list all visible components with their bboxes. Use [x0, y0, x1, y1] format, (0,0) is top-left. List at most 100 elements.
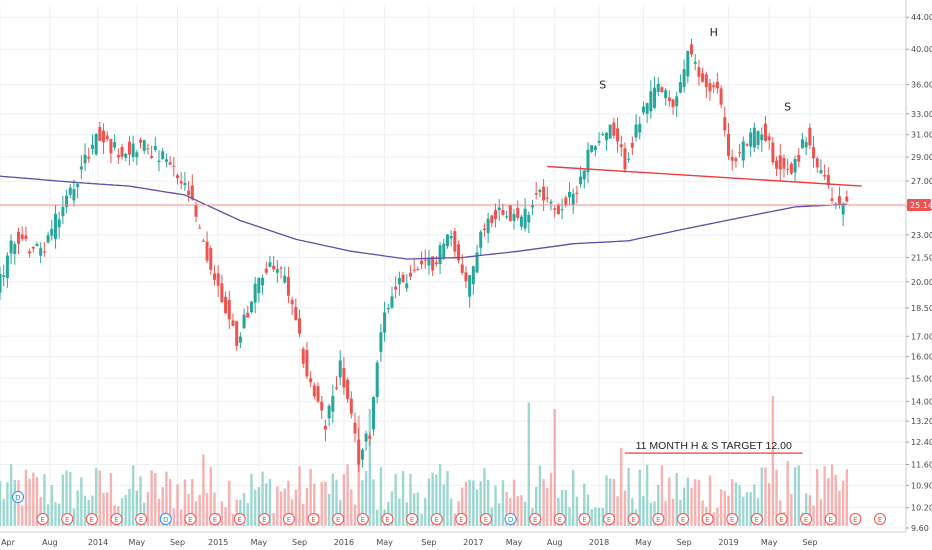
- volume-bar: [583, 483, 586, 526]
- candle-body: [42, 251, 46, 253]
- volume-bar: [364, 470, 368, 526]
- volume-bar: [823, 466, 826, 526]
- candle-body: [65, 195, 69, 208]
- volume-bar: [32, 472, 35, 526]
- candle-body: [416, 269, 420, 271]
- volume-bar: [83, 495, 87, 526]
- candle-body: [135, 152, 139, 157]
- candle-body: [523, 208, 527, 229]
- event-marker-label: E: [779, 516, 783, 524]
- candle-body: [212, 273, 216, 280]
- volume-bar: [775, 469, 778, 526]
- volume-bar: [468, 479, 471, 526]
- volume-bar: [453, 513, 457, 526]
- candle-body: [353, 422, 357, 434]
- pattern-annotation: H: [710, 26, 718, 39]
- candle-body: [797, 155, 801, 162]
- event-marker-label: E: [631, 516, 635, 524]
- volume-bar: [608, 478, 612, 526]
- event-marker: [110, 513, 123, 525]
- volume-bar: [827, 478, 830, 526]
- candle-body: [431, 256, 435, 271]
- candle-body: [556, 205, 560, 215]
- candle-body: [383, 312, 387, 333]
- volume-bar: [94, 468, 98, 526]
- candle-body: [653, 87, 657, 108]
- volume-bar: [461, 487, 464, 526]
- volume-bar: [394, 473, 397, 526]
- candle-body: [224, 296, 228, 314]
- x-tick-label: May: [376, 538, 393, 547]
- event-marker-label: E: [607, 516, 611, 524]
- candle-body: [608, 124, 612, 139]
- volume-bar: [483, 468, 486, 526]
- candle-body: [837, 196, 841, 205]
- candle-body: [815, 158, 819, 168]
- candle-body: [656, 84, 660, 92]
- candle-body: [375, 362, 379, 398]
- candle-body: [730, 157, 734, 161]
- event-marker-label: E: [459, 516, 463, 524]
- volume-bar: [161, 487, 164, 526]
- candle-body: [775, 160, 779, 169]
- volume-bar: [431, 472, 434, 526]
- volume-bar: [24, 469, 28, 526]
- volume-bar: [287, 480, 290, 526]
- candle-body: [664, 90, 668, 99]
- candle-body: [715, 81, 719, 89]
- event-marker: [282, 513, 295, 525]
- volume-bar: [771, 396, 775, 526]
- candle-body: [124, 154, 128, 158]
- volume-bar: [668, 477, 671, 526]
- candle-body: [675, 96, 679, 107]
- volume-bar: [568, 507, 571, 526]
- volume-bar: [764, 467, 767, 526]
- x-tick-label: 2018: [589, 538, 609, 547]
- volume-bar: [409, 473, 412, 526]
- volume-bar: [512, 479, 516, 526]
- volume-bar: [464, 481, 468, 526]
- volume-bar: [120, 498, 124, 526]
- volume-bar: [738, 485, 741, 526]
- event-marker-label: E: [730, 516, 734, 524]
- candle-body: [109, 139, 113, 154]
- volume-bar: [202, 454, 205, 526]
- event-marker-label: E: [188, 516, 192, 524]
- volume-bar: [128, 488, 131, 526]
- volume-bar: [139, 476, 142, 526]
- volume-bar: [420, 513, 423, 526]
- event-marker-label: E: [656, 516, 660, 524]
- candle-body: [508, 205, 512, 221]
- volume-bar: [597, 507, 601, 526]
- candle-body: [767, 136, 771, 141]
- candle-body: [231, 320, 235, 326]
- candle-body: [61, 207, 65, 217]
- candle-body: [183, 183, 187, 186]
- y-tick-label: 23.00: [911, 231, 932, 240]
- candle-body: [542, 186, 546, 201]
- x-tick-label: 2014: [88, 538, 108, 547]
- volume-bar: [557, 498, 560, 526]
- candle-body: [549, 201, 553, 204]
- volume-bar: [268, 479, 272, 526]
- candle-body: [752, 127, 756, 148]
- volume-bar: [165, 471, 168, 526]
- candle-body: [464, 272, 468, 282]
- volume-bar: [257, 487, 261, 526]
- candle-body: [826, 175, 830, 186]
- volume-bar: [749, 492, 752, 526]
- volume-bar: [194, 501, 198, 526]
- candle-body: [408, 272, 412, 277]
- event-marker-label: E: [361, 516, 365, 524]
- candle-body: [586, 149, 590, 173]
- x-tick-label: May: [635, 538, 652, 547]
- candle-body: [749, 132, 753, 147]
- candle-body: [39, 248, 43, 256]
- candle-body: [161, 151, 165, 160]
- volume-bar: [302, 503, 305, 526]
- volume-bar: [756, 498, 760, 526]
- volume-bar: [616, 496, 619, 526]
- candle-body: [220, 283, 224, 302]
- candle-body: [279, 267, 283, 269]
